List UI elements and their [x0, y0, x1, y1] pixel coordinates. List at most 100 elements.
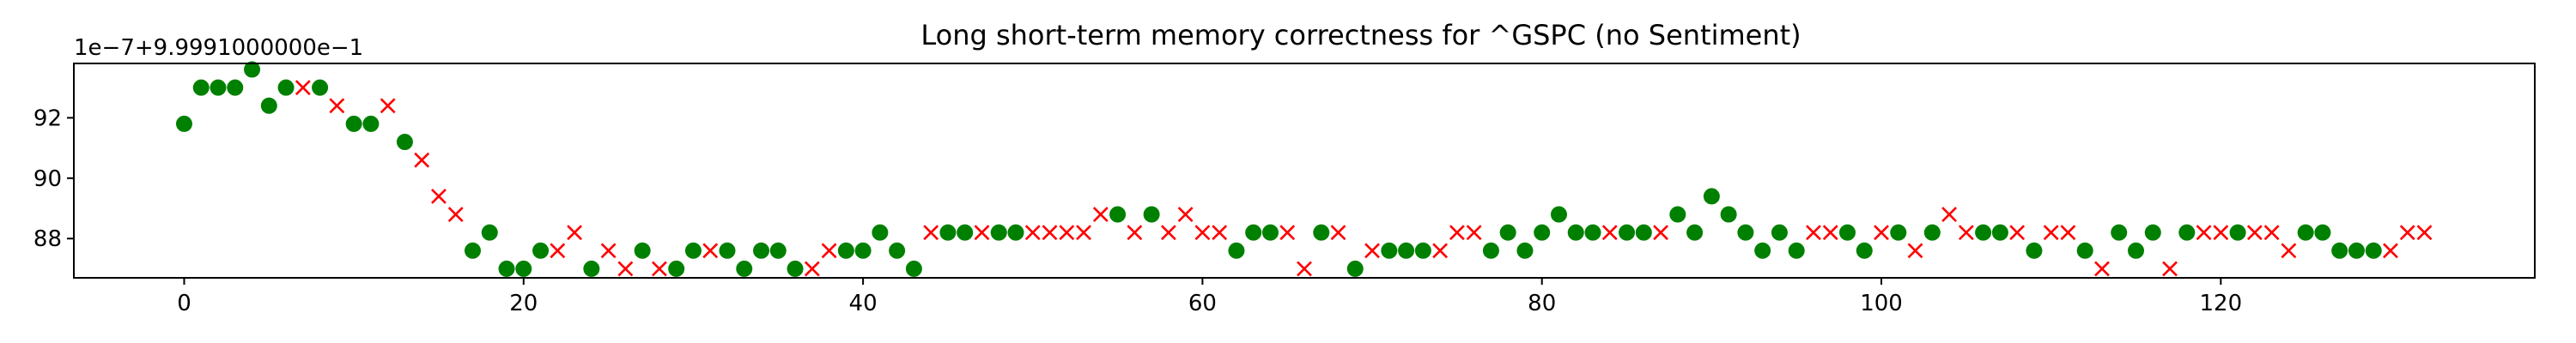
correct-point-marker — [1228, 242, 1245, 259]
incorrect-point-marker — [651, 261, 667, 277]
incorrect-point-marker — [1941, 207, 1958, 222]
correct-point-marker — [345, 115, 362, 132]
correct-point-marker — [532, 242, 550, 259]
chart-title: Long short-term memory correctness for ^… — [920, 19, 1801, 51]
incorrect-point-marker — [431, 189, 447, 204]
correct-point-marker — [1720, 206, 1737, 223]
correct-point-marker — [2229, 224, 2246, 241]
incorrect-point-marker — [617, 261, 634, 277]
incorrect-point-marker — [1127, 225, 1143, 241]
correct-point-marker — [2111, 224, 2128, 241]
correct-point-marker — [1534, 224, 1551, 241]
correct-point-marker — [1754, 242, 1771, 259]
correct-point-marker — [753, 242, 770, 259]
y-tick-label: 92 — [33, 105, 62, 131]
correct-point-marker — [210, 79, 227, 96]
incorrect-point-marker — [1958, 225, 1974, 241]
correct-point-marker — [684, 242, 702, 259]
incorrect-point-marker — [1449, 225, 1465, 241]
correct-point-marker — [192, 79, 210, 96]
incorrect-point-marker — [1194, 225, 1211, 241]
y-tick-label: 88 — [33, 226, 62, 252]
incorrect-point-marker — [2281, 243, 2297, 259]
x-tick-label: 0 — [177, 291, 191, 316]
x-tick-label: 20 — [509, 291, 538, 316]
incorrect-point-marker — [2213, 225, 2229, 241]
x-tick-label: 40 — [849, 291, 878, 316]
correct-point-marker — [2331, 242, 2348, 259]
incorrect-point-marker — [1059, 225, 1075, 241]
incorrect-point-marker — [1297, 261, 1312, 277]
incorrect-point-marker — [1601, 225, 1618, 241]
correct-point-marker — [583, 260, 600, 277]
x-axis-ticks: 0 20 40 60 80 100 120 — [177, 278, 2242, 316]
correct-point-marker — [1975, 224, 1992, 241]
correct-point-marker — [1856, 242, 1873, 259]
correct-point-marker — [2297, 224, 2314, 241]
correct-point-marker — [1737, 224, 1754, 241]
y-tick-label: 90 — [33, 166, 62, 192]
correct-point-marker — [1516, 242, 1534, 259]
correct-point-marker — [1771, 224, 1788, 241]
correct-point-marker — [1109, 206, 1127, 223]
incorrect-point-marker — [447, 207, 464, 222]
correct-point-marker — [736, 260, 753, 277]
y-axis-offset-text: 1e−7+9.9991000000e−1 — [74, 35, 363, 61]
correct-point-marker — [515, 260, 532, 277]
x-tick-label: 120 — [2200, 291, 2243, 316]
correct-point-marker — [396, 134, 413, 151]
correct-point-marker — [1923, 224, 1941, 241]
correct-point-marker — [957, 224, 974, 241]
incorrect-point-marker — [923, 225, 939, 241]
correct-point-marker — [312, 79, 329, 96]
correct-point-marker — [464, 242, 481, 259]
incorrect-point-marker — [2043, 225, 2059, 241]
incorrect-point-marker — [1432, 243, 1449, 259]
correct-point-marker — [2076, 242, 2093, 259]
correct-point-marker — [939, 224, 957, 241]
correct-point-marker — [1261, 224, 1279, 241]
incorrect-point-marker — [2399, 225, 2415, 241]
incorrect-point-marker — [2416, 225, 2433, 241]
correct-point-marker — [1346, 260, 1364, 277]
incorrect-point-marker — [380, 98, 396, 114]
correct-point-marker — [854, 242, 872, 259]
correct-point-marker — [889, 242, 906, 259]
incorrect-point-marker — [2162, 261, 2178, 277]
correct-point-marker — [277, 79, 295, 96]
correct-point-marker — [1991, 224, 2008, 241]
data-points — [175, 61, 2433, 277]
incorrect-point-marker — [804, 261, 820, 277]
incorrect-point-marker — [2009, 225, 2026, 241]
incorrect-point-marker — [1212, 225, 1228, 241]
incorrect-point-marker — [1330, 225, 1346, 241]
correct-point-marker — [175, 115, 192, 132]
correct-point-marker — [668, 260, 685, 277]
correct-point-marker — [787, 260, 804, 277]
incorrect-point-marker — [2263, 225, 2280, 241]
incorrect-point-marker — [1024, 225, 1041, 241]
incorrect-point-marker — [702, 243, 719, 259]
correct-point-marker — [1838, 224, 1856, 241]
correct-point-marker — [1686, 224, 1704, 241]
incorrect-point-marker — [567, 225, 583, 241]
correct-point-marker — [634, 242, 651, 259]
correct-point-marker — [2128, 242, 2145, 259]
correct-point-marker — [905, 260, 922, 277]
incorrect-point-marker — [1822, 225, 1838, 241]
correct-point-marker — [1313, 224, 1330, 241]
incorrect-point-marker — [1874, 225, 1889, 241]
correct-point-marker — [1567, 224, 1584, 241]
incorrect-point-marker — [1653, 225, 1668, 241]
correct-point-marker — [498, 260, 515, 277]
incorrect-point-marker — [600, 243, 617, 259]
correct-point-marker — [1245, 224, 1262, 241]
incorrect-point-marker — [1806, 225, 1821, 241]
correct-point-marker — [244, 61, 261, 78]
plot-frame — [73, 63, 2536, 279]
incorrect-point-marker — [821, 243, 837, 259]
incorrect-point-marker — [550, 243, 566, 259]
incorrect-point-marker — [329, 98, 345, 114]
incorrect-point-marker — [1160, 225, 1176, 241]
